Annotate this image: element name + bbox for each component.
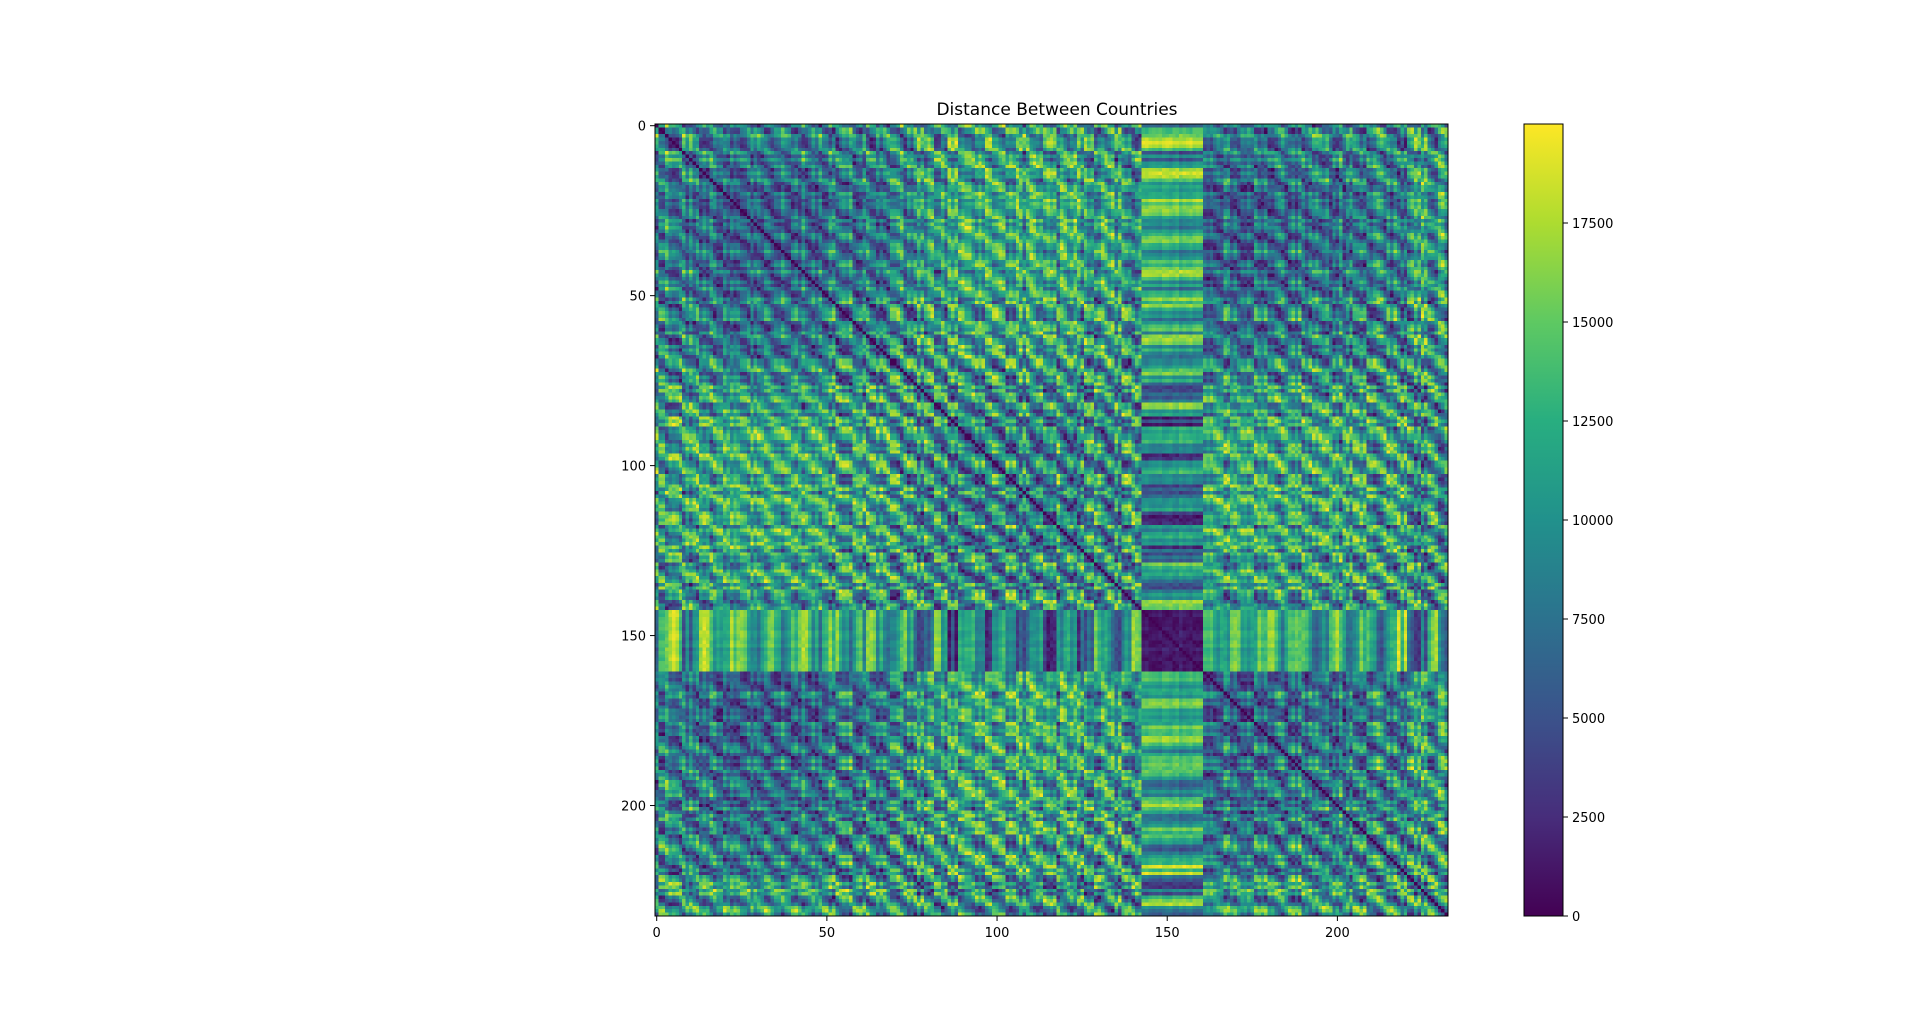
colorbar-tick-label: 10000 xyxy=(1572,514,1613,529)
y-tick-label: 150 xyxy=(621,630,646,645)
x-tick-label: 0 xyxy=(653,926,661,941)
heatmap-cell-grid xyxy=(655,124,1448,916)
colorbar-tick-label: 12500 xyxy=(1572,415,1613,430)
heatmap-cells xyxy=(655,124,1448,916)
y-tick-label: 50 xyxy=(629,290,646,305)
colorbar: 0 2500 5000 7500 10000 12500 15000 17500 xyxy=(1523,123,1613,925)
x-tick-label: 100 xyxy=(985,926,1010,941)
colorbar-tick-label: 5000 xyxy=(1572,712,1605,727)
colorbar-tick-label: 7500 xyxy=(1572,613,1605,628)
colorbar-ticks: 0 2500 5000 7500 10000 12500 15000 17500 xyxy=(1563,217,1613,925)
y-axis: 0 50 100 150 200 xyxy=(621,120,655,815)
x-tick-label: 200 xyxy=(1325,926,1350,941)
colorbar-tick-label: 0 xyxy=(1572,910,1580,925)
x-tick-label: 150 xyxy=(1155,926,1180,941)
colorbar-tick-label: 2500 xyxy=(1572,811,1605,826)
colorbar-tick-label: 17500 xyxy=(1572,217,1613,232)
x-axis: 0 50 100 150 200 xyxy=(653,916,1350,941)
y-tick-label: 200 xyxy=(621,800,646,815)
y-tick-label: 0 xyxy=(638,120,646,135)
colorbar-gradient xyxy=(1523,123,1564,917)
plot-frame xyxy=(654,123,1449,917)
colorbar-tick-label: 15000 xyxy=(1572,316,1613,331)
heatmap-plot-area xyxy=(654,123,1449,917)
chart-title: Distance Between Countries xyxy=(936,100,1177,120)
x-tick-label: 50 xyxy=(819,926,836,941)
y-tick-label: 100 xyxy=(621,460,646,475)
